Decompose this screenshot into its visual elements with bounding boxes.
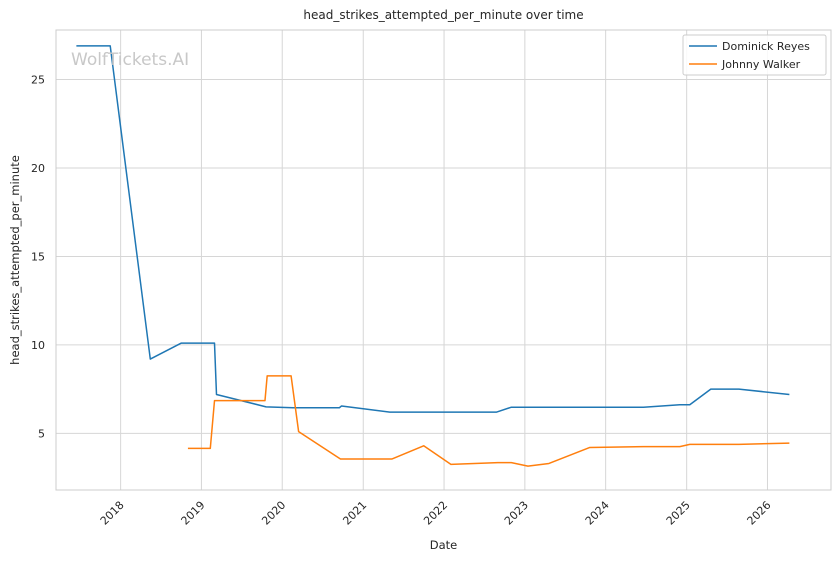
x-tick-label: 2020 — [259, 499, 288, 528]
legend: Dominick Reyes Johnny Walker — [682, 34, 827, 76]
legend-box — [682, 34, 827, 76]
y-tick-label: 25 — [31, 74, 45, 87]
x-axis-ticks: 2018 2019 2020 2021 2022 2023 2024 2025 2026 — [98, 499, 774, 528]
x-tick-label: 2023 — [502, 499, 531, 528]
x-tick-label: 2021 — [340, 499, 369, 528]
x-tick-label: 2025 — [664, 499, 693, 528]
y-tick-label: 15 — [31, 250, 45, 263]
x-tick-label: 2019 — [179, 499, 208, 528]
legend-label: Johnny Walker — [721, 58, 801, 71]
y-tick-label: 10 — [31, 339, 45, 352]
grid — [56, 30, 831, 490]
chart-title: head_strikes_attempted_per_minute over t… — [303, 8, 583, 22]
series-lines — [76, 45, 790, 467]
x-tick-label: 2024 — [583, 499, 612, 528]
series-line-johnny-walker — [187, 375, 790, 467]
y-tick-label: 5 — [38, 427, 45, 440]
x-tick-label: 2026 — [745, 499, 774, 528]
x-tick-label: 2018 — [98, 499, 127, 528]
y-axis-title: head_strikes_attempted_per_minute — [8, 155, 22, 365]
series-line-dominick-reyes — [76, 45, 790, 413]
x-tick-label: 2022 — [421, 499, 450, 528]
watermark: WolfTickets.AI — [71, 50, 189, 70]
plot-frame — [55, 29, 832, 491]
y-tick-label: 20 — [31, 162, 45, 175]
legend-label: Dominick Reyes — [722, 40, 810, 53]
x-axis-title: Date — [430, 538, 458, 552]
y-axis-ticks: 5 10 15 20 25 — [31, 74, 45, 441]
